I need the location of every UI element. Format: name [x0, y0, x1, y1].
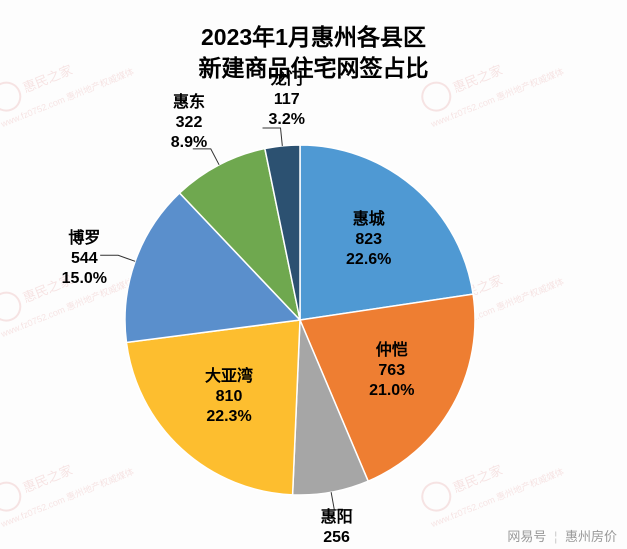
- slice-name: 惠阳: [318, 508, 354, 528]
- slice-label: 博罗54415.0%: [62, 229, 107, 289]
- slice-value: 256: [318, 528, 354, 548]
- slice-value: 823: [346, 230, 391, 250]
- slice-name: 博罗: [62, 229, 107, 249]
- slice-name: 大亚湾: [205, 367, 253, 387]
- slice-name: 仲恺: [369, 341, 414, 361]
- slice-pct: 15.0%: [62, 269, 107, 289]
- slice-label: 仲恺76321.0%: [369, 341, 414, 401]
- slice-label: 惠城82322.6%: [346, 210, 391, 270]
- footer: 网易号 ¦ 惠州房价: [507, 526, 617, 545]
- slice-pct: 8.9%: [171, 133, 207, 153]
- slice-value: 544: [62, 249, 107, 269]
- chart-container: { "title": { "line1": "2023年1月惠州各县区", "l…: [0, 0, 627, 549]
- slice-value: 763: [369, 361, 414, 381]
- slice-label: 惠东3228.9%: [171, 93, 207, 153]
- slice-pct: 22.3%: [205, 407, 253, 427]
- slice-pct: 21.0%: [369, 381, 414, 401]
- slice-value: 810: [205, 387, 253, 407]
- slice-name: 龙门: [269, 70, 305, 90]
- footer-source: 网易号: [507, 529, 546, 544]
- slice-label: 大亚湾81022.3%: [205, 367, 253, 427]
- slice-pct: 22.6%: [346, 250, 391, 270]
- leader-line: [263, 128, 283, 146]
- slice-name: 惠城: [346, 210, 391, 230]
- footer-author: 惠州房价: [565, 529, 617, 544]
- slice-value: 322: [171, 113, 207, 133]
- slice-pct: 3.2%: [269, 110, 305, 130]
- slice-name: 惠东: [171, 93, 207, 113]
- footer-sep: ¦: [554, 529, 557, 544]
- slice-label: 龙门1173.2%: [269, 70, 305, 130]
- slice-label: 惠阳2567.0%: [318, 508, 354, 549]
- slice-value: 117: [269, 90, 305, 110]
